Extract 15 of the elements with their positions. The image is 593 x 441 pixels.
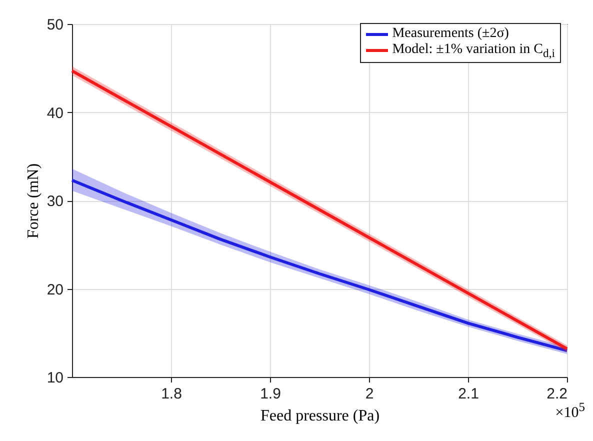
y-tick-label: 50 (46, 16, 64, 34)
x-tick-label: 1.8 (161, 386, 182, 402)
y-tick-label: 10 (46, 370, 64, 386)
x-tick-label: 1.9 (260, 386, 281, 402)
x-tick-label: 2.2 (546, 386, 568, 402)
legend-label: Measurements (±2σ) (392, 26, 509, 42)
text: ×10$^{5}$ (555, 400, 585, 421)
y-axis-title: Force (mN) (24, 163, 42, 239)
x-tick-label: 2 (365, 386, 374, 402)
y-tick-label: 20 (46, 281, 64, 298)
y-tick-label: 40 (46, 104, 64, 122)
y-tick-label: 30 (46, 193, 64, 210)
legend-label: Model: ±1% variation in C$_{d,i}$ (392, 42, 555, 60)
x-axis-title: Feed pressure (Pa) (260, 408, 380, 424)
x-tick-label: 2.1 (458, 386, 479, 402)
